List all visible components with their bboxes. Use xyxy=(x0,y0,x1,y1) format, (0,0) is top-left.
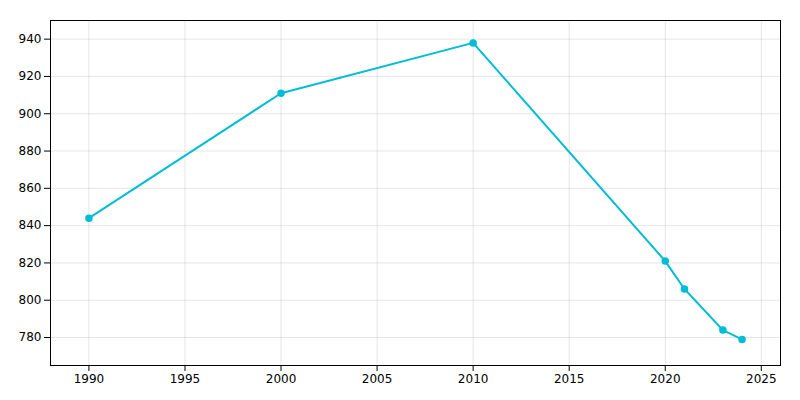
svg-text:1995: 1995 xyxy=(170,372,201,386)
svg-text:2010: 2010 xyxy=(458,372,489,386)
svg-text:2025: 2025 xyxy=(746,372,777,386)
svg-text:820: 820 xyxy=(19,256,42,270)
svg-text:2000: 2000 xyxy=(266,372,297,386)
svg-text:780: 780 xyxy=(19,330,42,344)
svg-text:840: 840 xyxy=(19,218,42,232)
svg-text:920: 920 xyxy=(19,69,42,83)
svg-text:940: 940 xyxy=(19,32,42,46)
svg-text:1990: 1990 xyxy=(74,372,105,386)
svg-text:900: 900 xyxy=(19,107,42,121)
svg-text:2020: 2020 xyxy=(650,372,681,386)
svg-text:2005: 2005 xyxy=(362,372,393,386)
svg-text:880: 880 xyxy=(19,144,42,158)
svg-text:800: 800 xyxy=(19,293,42,307)
svg-text:860: 860 xyxy=(19,181,42,195)
svg-text:2015: 2015 xyxy=(554,372,585,386)
